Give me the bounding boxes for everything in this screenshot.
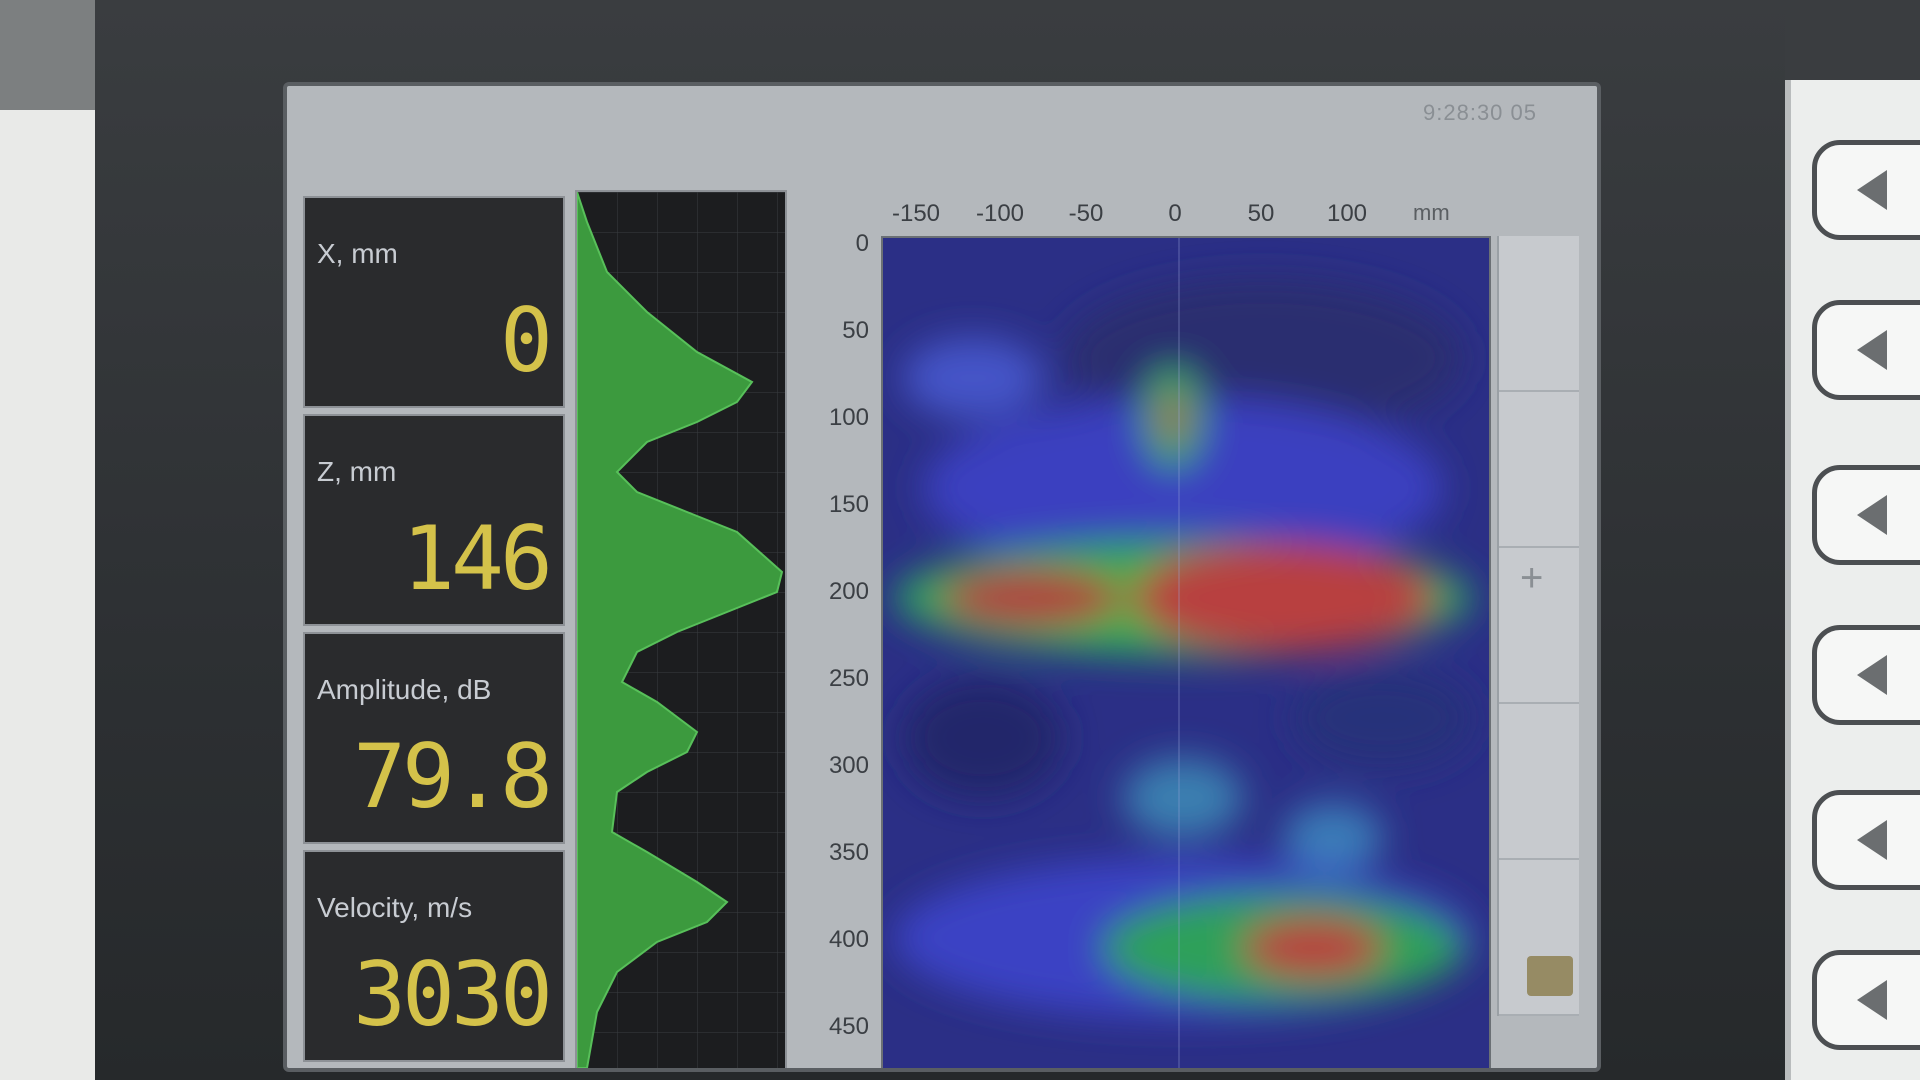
readout-amplitude: Amplitude, dB 79.8 (303, 632, 565, 844)
device-screen: 9:28:30 05 X, mm 0 Z, mm 146 Amplitude, … (283, 82, 1601, 1072)
y-tick-label: 50 (842, 317, 869, 344)
side-toolbar-cell[interactable] (1499, 236, 1579, 392)
left-triangle-icon (1857, 170, 1887, 210)
left-triangle-icon (1857, 330, 1887, 370)
softkey-2-button[interactable] (1812, 300, 1920, 400)
readout-z-value: 146 (402, 507, 553, 610)
readout-x: X, mm 0 (303, 196, 565, 408)
y-tick-label: 200 (828, 578, 869, 605)
a-scan-waveform (576, 191, 785, 1068)
softkey-3-button[interactable] (1812, 465, 1920, 565)
softkey-5-button[interactable] (1812, 790, 1920, 890)
side-toolbar (1497, 236, 1579, 1016)
y-tick-label: 350 (828, 839, 869, 866)
readout-amplitude-label: Amplitude, dB (317, 674, 492, 705)
side-toolbar-cell[interactable] (1499, 860, 1579, 1016)
plus-icon[interactable]: + (1520, 556, 1544, 600)
y-tick-label: 0 (855, 230, 869, 257)
x-tick-label: -100 (975, 200, 1025, 227)
x-tick-label: 100 (1326, 200, 1368, 227)
readout-velocity-label: Velocity, m/s (317, 892, 473, 923)
readout-z-label: Z, mm (317, 456, 397, 487)
readout-column: X, mm 0 Z, mm 146 Amplitude, dB 79.8 Vel… (303, 196, 565, 1066)
readout-z: Z, mm 146 (303, 414, 565, 626)
x-tick-label: 0 (1168, 200, 1182, 227)
background-left (0, 110, 95, 1080)
y-tick-label: 100 (828, 404, 869, 431)
y-tick-label: 300 (828, 752, 869, 779)
background-top-left (0, 0, 95, 110)
x-tick-label: -150 (891, 200, 941, 227)
softkey-1-button[interactable] (1812, 140, 1920, 240)
readout-x-label: X, mm (317, 238, 398, 269)
side-toolbar-cell[interactable] (1499, 548, 1579, 704)
keypad-panel (1785, 80, 1920, 1080)
side-toolbar-cell[interactable] (1499, 704, 1579, 860)
a-scan-panel (575, 190, 787, 1068)
y-tick-label: 250 (828, 665, 869, 692)
b-scan-panel: -150 -100 -50 0 50 100 mm 0 50 100 150 2… (797, 116, 1587, 1068)
readout-x-value: 0 (500, 289, 553, 392)
side-toolbar-cell[interactable] (1499, 392, 1579, 548)
y-tick-label: 450 (828, 1013, 869, 1040)
x-unit-label: mm (1413, 200, 1450, 225)
softkey-6-button[interactable] (1812, 950, 1920, 1050)
b-scan-heatmap (881, 236, 1491, 1068)
readout-amplitude-value: 79.8 (353, 725, 553, 828)
folder-icon[interactable] (1527, 956, 1573, 996)
left-triangle-icon (1857, 980, 1887, 1020)
left-triangle-icon (1857, 655, 1887, 695)
clock-readout: 9:28:30 05 (1423, 100, 1537, 125)
left-triangle-icon (1857, 495, 1887, 535)
y-tick-label: 400 (828, 926, 869, 953)
x-tick-label: -50 (1068, 200, 1104, 227)
device-corner (1785, 0, 1920, 80)
softkey-4-button[interactable] (1812, 625, 1920, 725)
x-tick-label: 50 (1247, 200, 1275, 227)
readout-velocity-value: 3030 (353, 943, 553, 1046)
left-triangle-icon (1857, 820, 1887, 860)
readout-velocity: Velocity, m/s 3030 (303, 850, 565, 1062)
y-tick-label: 150 (828, 491, 869, 518)
heatmap-image (883, 238, 1489, 1068)
